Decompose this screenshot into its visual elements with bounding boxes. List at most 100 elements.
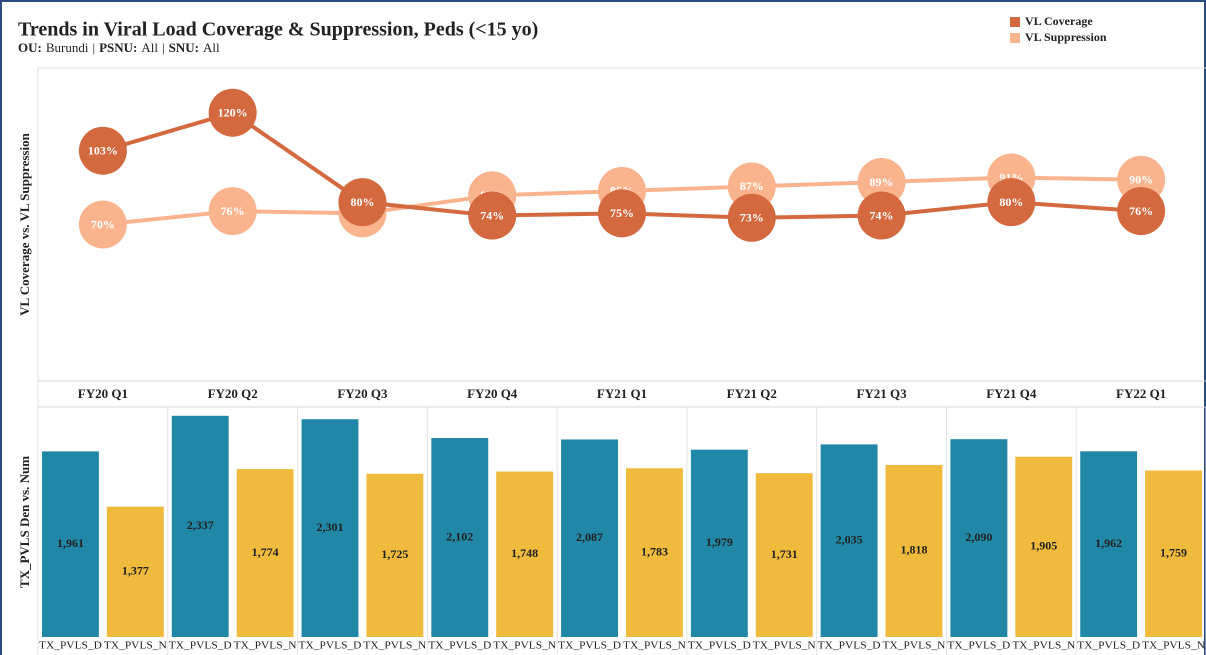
data-label: 1,774 (252, 545, 279, 559)
x-tick-label: FY21 Q4 (986, 386, 1037, 401)
data-label: 2,301 (317, 520, 344, 534)
data-label: 76% (221, 204, 245, 218)
x-tick-label: TX_PVLS_D (169, 640, 232, 652)
x-tick-label: TX_PVLS_D (688, 640, 751, 652)
data-label: 1,979 (706, 535, 733, 549)
data-label: 89% (870, 175, 894, 189)
x-tick-label: TX_PVLS_D (558, 640, 621, 652)
x-tick-label: TX_PVLS_N (753, 640, 816, 652)
bar (366, 473, 424, 637)
x-tick-label: FY20 Q4 (467, 386, 518, 401)
filter-name: SNU: (169, 40, 199, 55)
data-label: 1,725 (381, 547, 408, 561)
marker (208, 187, 257, 236)
data-label: 120% (218, 105, 248, 119)
x-tick-label: TX_PVLS_D (947, 640, 1010, 652)
data-label: 80% (350, 195, 374, 209)
x-tick-label: TX_PVLS_N (234, 640, 297, 652)
legend-swatch (1010, 17, 1020, 27)
x-tick-label: TX_PVLS_D (299, 640, 362, 652)
bar (236, 469, 294, 637)
marker (727, 193, 776, 242)
data-label: 1,905 (1030, 539, 1057, 553)
data-label: 2,102 (446, 529, 473, 543)
data-label: 75% (610, 206, 634, 220)
filter-value: All (203, 40, 220, 55)
data-label: 90% (1129, 173, 1153, 187)
bar (755, 473, 813, 637)
data-label: 80% (999, 195, 1023, 209)
x-tick-label: TX_PVLS_N (363, 640, 426, 652)
x-tick-label: TX_PVLS_N (493, 640, 556, 652)
x-tick-label: TX_PVLS_N (1012, 640, 1075, 652)
bar (1080, 451, 1138, 637)
filter-value: All (141, 40, 158, 55)
data-label: 73% (740, 211, 764, 225)
bar (626, 468, 683, 637)
data-label: 1,818 (901, 543, 928, 557)
x-tick-label: TX_PVLS_D (428, 640, 491, 652)
legend-label: VL Coverage (1025, 14, 1093, 28)
bar (42, 451, 99, 637)
data-label: 2,090 (965, 530, 992, 544)
x-tick-label: FY21 Q3 (856, 386, 907, 401)
bar (496, 471, 554, 637)
marker (598, 189, 646, 238)
marker (857, 158, 906, 207)
chart-title: Trends in Viral Load Coverage & Suppress… (18, 19, 538, 41)
bar (106, 506, 164, 637)
x-tick-label: FY20 Q1 (78, 386, 128, 401)
bar (301, 419, 359, 637)
data-label: 74% (870, 208, 894, 222)
bar (1145, 470, 1202, 637)
bar (820, 444, 878, 637)
subtitle-separator: | (92, 40, 95, 55)
data-label: 2,337 (187, 518, 214, 532)
y-axis-label: VL Coverage vs. VL Suppression (17, 132, 32, 315)
data-label: 76% (1129, 204, 1153, 218)
x-tick-label: FY21 Q1 (597, 386, 647, 401)
x-tick-label: TX_PVLS_D (39, 640, 102, 652)
bar (885, 464, 943, 637)
marker (857, 191, 906, 240)
data-label: 2,035 (836, 532, 863, 546)
marker (468, 191, 517, 240)
data-label: 87% (740, 179, 764, 193)
legend-label: VL Suppression (1025, 30, 1107, 44)
x-tick-label: TX_PVLS_D (1077, 640, 1140, 652)
legend-swatch (1010, 33, 1020, 43)
data-label: 74% (480, 208, 504, 222)
data-label: 1,783 (641, 544, 668, 558)
marker (338, 178, 387, 227)
x-tick-label: TX_PVLS_D (818, 640, 881, 652)
data-label: 1,377 (122, 564, 149, 578)
x-tick-label: FY22 Q1 (1116, 386, 1166, 401)
x-tick-label: TX_PVLS_N (623, 640, 686, 652)
data-label: 103% (88, 143, 118, 157)
x-tick-label: TX_PVLS_N (1142, 640, 1205, 652)
marker (78, 200, 127, 249)
marker (208, 88, 257, 137)
data-label: 1,961 (57, 536, 84, 550)
bar (561, 439, 618, 637)
x-tick-label: FY20 Q2 (208, 386, 258, 401)
marker (78, 126, 127, 175)
bar (431, 438, 489, 637)
bar (171, 415, 229, 637)
x-tick-label: FY20 Q3 (337, 386, 388, 401)
data-label: 1,759 (1160, 546, 1187, 560)
filter-name: OU: (18, 40, 42, 55)
marker (987, 178, 1036, 227)
bar (690, 449, 748, 637)
bar (1015, 456, 1073, 637)
x-tick-label: FY21 Q2 (727, 386, 777, 401)
data-label: 2,087 (576, 530, 603, 544)
subtitle: OU: Burundi | PSNU: All | SNU: All (18, 40, 220, 55)
y-axis-label: TX_PVLS Den vs. Num (17, 456, 32, 588)
marker (1117, 187, 1166, 236)
data-label: 1,962 (1095, 536, 1122, 550)
data-label: 70% (91, 217, 115, 231)
data-label: 1,748 (511, 546, 538, 560)
